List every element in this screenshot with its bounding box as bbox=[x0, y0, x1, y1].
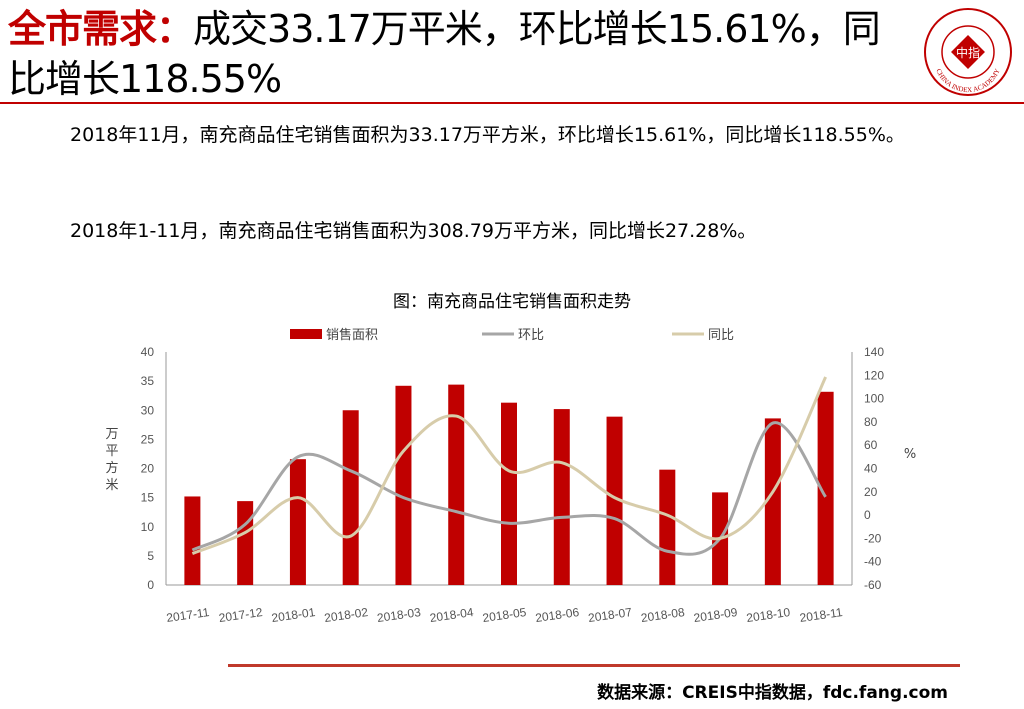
x-tick-label: 2018-01 bbox=[271, 605, 317, 625]
right-tick-label: 0 bbox=[864, 508, 871, 522]
page-title: 全市需求：成交33.17万平米，环比增长15.61%，同比增长118.55% bbox=[8, 4, 908, 104]
x-tick-label: 2018-11 bbox=[799, 605, 844, 625]
summary-paragraph-2: 2018年1-11月，南充商品住宅销售面积为308.79万平方米，同比增长27.… bbox=[70, 220, 757, 242]
legend-label: 环比 bbox=[518, 328, 544, 343]
x-tick-label: 2017-11 bbox=[165, 605, 210, 625]
right-axis-label: % bbox=[904, 447, 916, 462]
x-tick-label: 2018-10 bbox=[746, 605, 792, 625]
left-axis-label-char: 米 bbox=[105, 478, 118, 493]
right-tick-label: 120 bbox=[864, 368, 884, 382]
legend-label: 销售面积 bbox=[326, 327, 378, 343]
summary-paragraph-1: 2018年11月，南充商品住宅销售面积为33.17万平方米，环比增长15.61%… bbox=[70, 124, 905, 146]
x-tick-label: 2018-02 bbox=[323, 605, 369, 625]
right-tick-label: 80 bbox=[864, 415, 878, 429]
sales-area-chart: 0 5 10 15 20 25 30 35 40 -60 -40 -20 0 20 40 60 80 100 120… bbox=[105, 327, 916, 625]
x-tick-label: 2018-05 bbox=[482, 605, 528, 625]
svg-text:中指: 中指 bbox=[956, 45, 980, 60]
right-tick-label: -40 bbox=[864, 555, 882, 569]
bar-2018-02 bbox=[342, 410, 359, 585]
legend-label: 同比 bbox=[708, 328, 734, 343]
bar-2018-01 bbox=[289, 459, 306, 585]
left-tick-label: 40 bbox=[141, 345, 155, 359]
left-tick-label: 15 bbox=[141, 491, 155, 505]
right-tick-label: 60 bbox=[864, 438, 878, 452]
left-axis-label-char: 方 bbox=[105, 460, 118, 476]
right-tick-label: 100 bbox=[864, 392, 884, 406]
bar-2018-03 bbox=[395, 385, 412, 585]
bar-2018-08 bbox=[659, 469, 676, 585]
svg-text:CHINA INDEX ACADEMY: CHINA INDEX ACADEMY bbox=[934, 67, 1001, 94]
china-index-academy-logo: 中指 CHINA INDEX ACADEMY bbox=[924, 8, 1012, 96]
left-tick-label: 5 bbox=[147, 549, 154, 563]
title-divider bbox=[0, 102, 1024, 104]
bar-2018-06 bbox=[553, 409, 570, 585]
x-tick-label: 2018-04 bbox=[429, 605, 475, 625]
right-tick-label: 20 bbox=[864, 485, 878, 499]
x-tick-label: 2018-09 bbox=[693, 605, 739, 625]
data-source: 数据来源：CREIS中指数据，fdc.fang.com bbox=[597, 683, 948, 703]
bar-2018-05 bbox=[501, 402, 517, 585]
bar-2018-07 bbox=[606, 416, 623, 585]
bar-2018-04 bbox=[448, 384, 465, 585]
x-tick-label: 2017-12 bbox=[218, 605, 264, 625]
legend-swatch-sales bbox=[290, 329, 322, 339]
x-tick-label: 2018-07 bbox=[587, 605, 633, 625]
left-tick-label: 10 bbox=[141, 520, 155, 534]
left-tick-label: 35 bbox=[141, 374, 155, 388]
x-tick-label: 2018-08 bbox=[640, 605, 686, 625]
title-text: 成交33.17万平米，环比增长15.61%，同比增长118.55% bbox=[8, 7, 881, 101]
bar-2017-12 bbox=[237, 501, 254, 585]
left-tick-label: 0 bbox=[147, 578, 154, 592]
x-tick-label: 2018-03 bbox=[376, 605, 422, 625]
source-divider bbox=[228, 664, 960, 667]
title-highlight: 全市需求： bbox=[8, 7, 194, 51]
right-tick-label: 140 bbox=[864, 345, 884, 359]
right-tick-label: -60 bbox=[864, 578, 882, 592]
chart-title: 图：南充商品住宅销售面积走势 bbox=[393, 292, 631, 312]
left-axis-label-char: 万 bbox=[105, 427, 118, 442]
left-tick-label: 25 bbox=[141, 432, 155, 446]
left-tick-label: 30 bbox=[141, 403, 155, 417]
left-axis-label-char: 平 bbox=[105, 444, 118, 459]
bar-2018-11 bbox=[817, 391, 834, 585]
right-tick-label: 40 bbox=[864, 462, 878, 476]
bar-2018-10 bbox=[764, 418, 781, 585]
left-tick-label: 20 bbox=[141, 462, 155, 476]
x-tick-label: 2018-06 bbox=[534, 605, 580, 625]
right-tick-label: -20 bbox=[864, 531, 882, 545]
bar-2017-11 bbox=[184, 496, 201, 585]
